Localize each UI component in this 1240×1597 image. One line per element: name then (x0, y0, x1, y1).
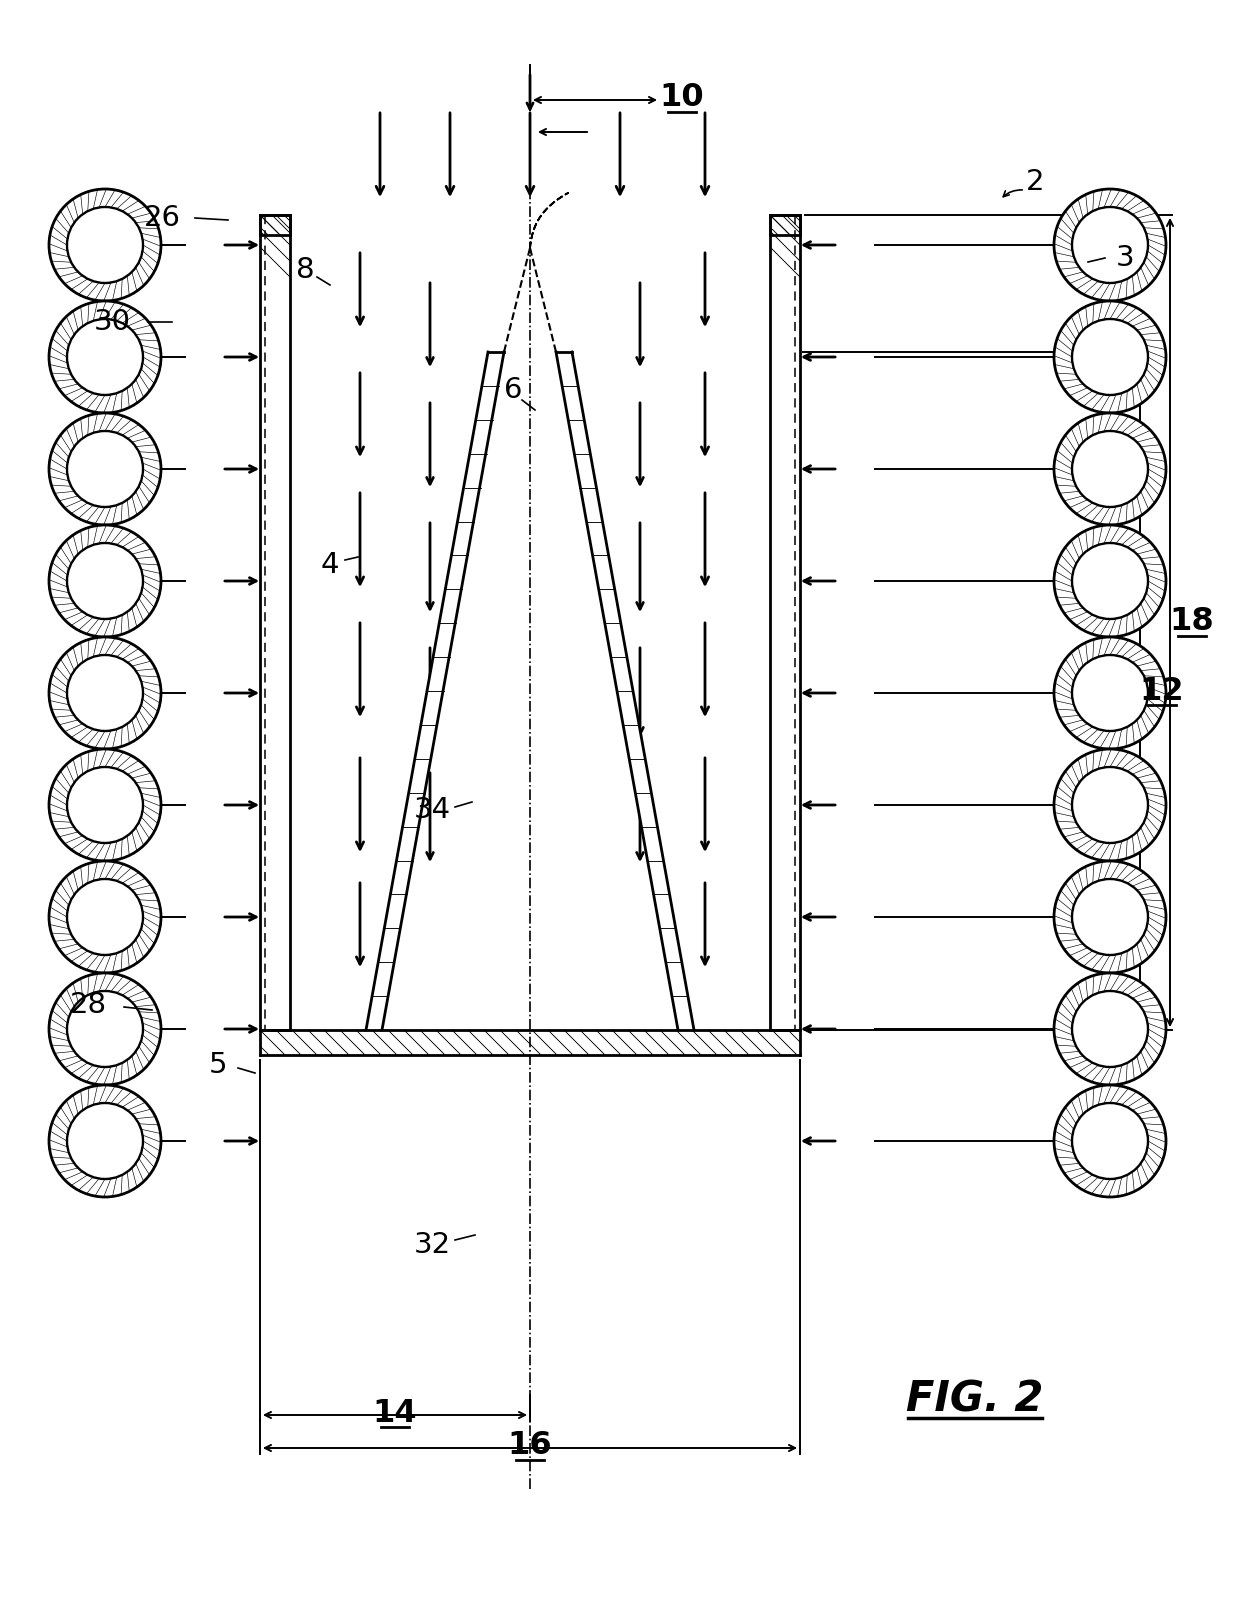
Text: 2: 2 (1025, 168, 1044, 196)
Text: 12: 12 (1140, 676, 1184, 706)
Circle shape (1054, 188, 1166, 300)
Circle shape (50, 637, 161, 749)
Circle shape (1054, 1084, 1166, 1198)
Circle shape (1073, 319, 1148, 394)
Text: 3: 3 (1116, 244, 1135, 271)
Circle shape (50, 749, 161, 861)
Circle shape (1073, 878, 1148, 955)
Circle shape (67, 767, 143, 843)
Text: FIG. 2: FIG. 2 (906, 1378, 1044, 1421)
Circle shape (50, 973, 161, 1084)
Text: 34: 34 (413, 795, 450, 824)
Circle shape (1073, 655, 1148, 731)
Text: 10: 10 (660, 83, 704, 113)
Polygon shape (556, 351, 694, 1030)
Text: 18: 18 (1169, 607, 1214, 637)
Circle shape (1054, 414, 1166, 525)
Circle shape (50, 414, 161, 525)
Circle shape (67, 1104, 143, 1179)
Text: 5: 5 (208, 1051, 227, 1080)
Circle shape (67, 655, 143, 731)
Circle shape (1073, 543, 1148, 620)
Polygon shape (366, 351, 503, 1030)
Circle shape (1073, 992, 1148, 1067)
Circle shape (67, 543, 143, 620)
Circle shape (1054, 525, 1166, 637)
Circle shape (67, 431, 143, 506)
Text: 8: 8 (295, 256, 314, 284)
Circle shape (1054, 300, 1166, 414)
Circle shape (67, 992, 143, 1067)
Circle shape (1073, 208, 1148, 283)
Circle shape (50, 300, 161, 414)
Circle shape (67, 208, 143, 283)
Circle shape (50, 1084, 161, 1198)
Text: 6: 6 (503, 375, 522, 404)
Circle shape (1073, 431, 1148, 506)
Text: 4: 4 (321, 551, 340, 580)
Text: 30: 30 (93, 308, 130, 335)
Text: 32: 32 (413, 1231, 450, 1258)
Circle shape (1054, 637, 1166, 749)
Circle shape (1054, 861, 1166, 973)
Circle shape (50, 525, 161, 637)
Circle shape (50, 861, 161, 973)
Text: 28: 28 (69, 992, 107, 1019)
Circle shape (1073, 767, 1148, 843)
Circle shape (67, 319, 143, 394)
Circle shape (1054, 749, 1166, 861)
Circle shape (50, 188, 161, 300)
Text: 16: 16 (507, 1431, 552, 1461)
Text: 26: 26 (144, 204, 181, 232)
Circle shape (1054, 973, 1166, 1084)
Text: 14: 14 (373, 1397, 418, 1428)
Circle shape (1073, 1104, 1148, 1179)
Circle shape (67, 878, 143, 955)
